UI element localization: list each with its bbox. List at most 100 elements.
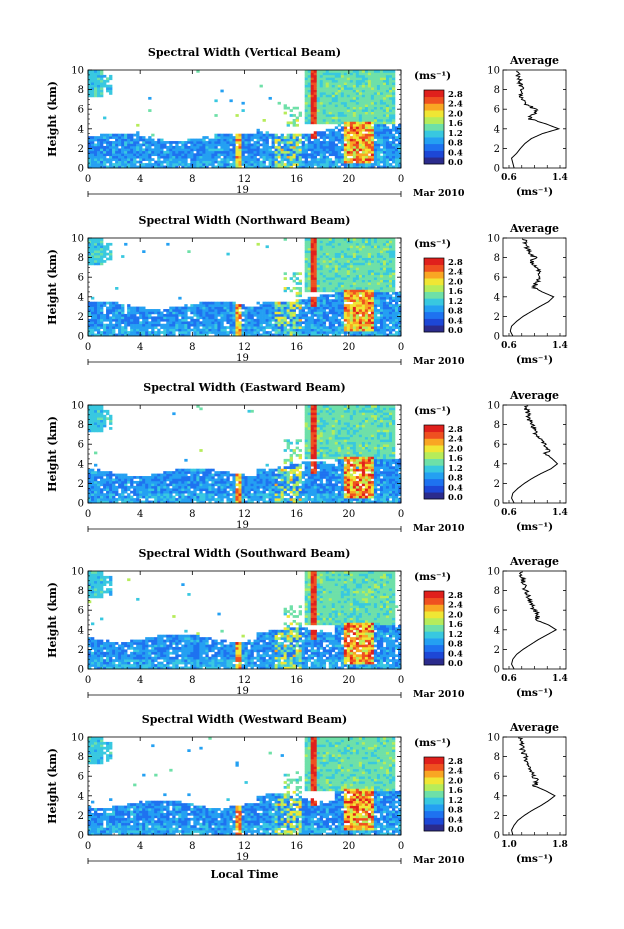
heatmap-cell bbox=[109, 255, 113, 258]
heatmap-cell bbox=[358, 277, 363, 280]
heatmap-cell bbox=[376, 148, 381, 152]
heatmap-cell bbox=[100, 333, 104, 337]
heatmap-cell bbox=[229, 323, 233, 327]
heatmap-cell bbox=[373, 131, 378, 134]
heatmap-cell bbox=[337, 296, 342, 300]
heatmap-cell bbox=[385, 163, 390, 166]
heatmap-cell bbox=[94, 165, 98, 169]
heatmap-cell bbox=[373, 160, 378, 164]
heatmap-cell bbox=[145, 316, 149, 320]
heatmap-cell bbox=[226, 158, 230, 161]
heatmap-cell bbox=[358, 264, 363, 268]
heatmap-cell bbox=[307, 116, 312, 120]
heatmap-cell bbox=[394, 131, 399, 134]
heatmap-cell bbox=[355, 260, 360, 263]
heatmap-cell bbox=[148, 165, 152, 169]
heatmap-cell bbox=[310, 82, 315, 85]
heatmap-cell bbox=[256, 128, 260, 132]
heatmap-cell bbox=[106, 417, 110, 420]
heatmap-cell bbox=[334, 284, 339, 288]
heatmap-cell bbox=[211, 153, 215, 157]
heatmap-cell bbox=[223, 316, 227, 320]
heatmap-cell bbox=[172, 165, 176, 169]
heatmap-cell bbox=[115, 498, 119, 501]
heatmap-cell bbox=[385, 274, 390, 278]
heatmap-cell bbox=[235, 321, 239, 325]
heatmap-cell bbox=[340, 116, 345, 120]
heatmap-cell bbox=[385, 87, 390, 90]
heatmap-cell bbox=[199, 313, 203, 317]
heatmap-cell bbox=[295, 291, 299, 295]
heatmap-cell bbox=[322, 255, 327, 258]
heatmap-cell bbox=[358, 84, 363, 88]
heatmap-cell bbox=[289, 165, 293, 169]
heatmap-cell bbox=[373, 240, 378, 244]
heatmap-cell bbox=[226, 309, 230, 312]
heatmap-cell bbox=[184, 323, 188, 327]
heatmap-cell bbox=[304, 150, 308, 154]
heatmap-cell bbox=[286, 331, 290, 334]
heatmap-cell bbox=[382, 101, 387, 105]
heatmap-cell bbox=[118, 483, 122, 487]
heatmap-cell bbox=[376, 245, 381, 249]
heatmap-cell bbox=[316, 311, 321, 315]
heatmap-cell bbox=[313, 87, 318, 90]
heatmap-cell bbox=[346, 274, 351, 278]
heatmap-cell bbox=[316, 131, 321, 134]
heatmap-cell bbox=[361, 138, 366, 142]
heatmap-cell bbox=[364, 260, 369, 263]
heatmap-cell bbox=[247, 306, 251, 310]
heatmap-cell bbox=[247, 138, 251, 142]
heatmap-cell bbox=[199, 333, 203, 337]
heatmap-cell bbox=[379, 255, 384, 258]
heatmap-cell bbox=[367, 89, 372, 93]
heatmap-cell bbox=[340, 269, 345, 273]
heatmap-cell bbox=[313, 279, 318, 283]
heatmap-cell bbox=[388, 74, 393, 78]
heatmap-cell bbox=[217, 150, 221, 154]
heatmap-cell bbox=[391, 133, 396, 137]
heatmap-cell bbox=[346, 143, 351, 147]
heatmap-cell bbox=[343, 255, 348, 258]
heatmap-cell bbox=[220, 141, 224, 144]
heatmap-cell bbox=[259, 316, 263, 320]
heatmap-cell bbox=[394, 299, 399, 302]
heatmap-cell bbox=[355, 242, 360, 246]
heatmap-cell bbox=[214, 145, 218, 149]
heatmap-cell bbox=[232, 331, 236, 334]
heatmap-cell bbox=[355, 82, 360, 85]
heatmap-cell bbox=[145, 488, 149, 492]
heatmap-cell bbox=[358, 155, 363, 159]
heatmap-cell bbox=[139, 321, 143, 325]
heatmap-cell bbox=[139, 138, 143, 142]
heatmap-cell bbox=[133, 313, 137, 317]
heatmap-cell bbox=[385, 72, 390, 76]
heatmap-cell bbox=[97, 485, 101, 489]
heatmap-cell bbox=[340, 128, 345, 132]
heatmap-cell bbox=[361, 123, 366, 127]
heatmap-cell bbox=[91, 77, 95, 81]
heatmap-cell bbox=[145, 328, 149, 332]
heatmap-cell bbox=[190, 304, 194, 307]
heatmap-cell bbox=[112, 153, 116, 157]
heatmap-cell bbox=[340, 94, 345, 98]
heatmap-cell bbox=[334, 255, 339, 258]
heatmap-cell bbox=[304, 145, 308, 149]
heatmap-cell bbox=[397, 321, 402, 325]
heatmap-cell bbox=[154, 316, 158, 320]
heatmap-cell bbox=[346, 150, 351, 154]
heatmap-cell bbox=[244, 158, 248, 161]
heatmap-cell bbox=[385, 279, 390, 283]
heatmap-cell bbox=[367, 294, 372, 298]
heatmap-cell bbox=[169, 309, 173, 312]
heatmap-cell bbox=[376, 328, 381, 332]
heatmap-cell bbox=[391, 306, 396, 310]
heatmap-cell bbox=[94, 488, 98, 492]
heatmap-cell bbox=[361, 77, 366, 81]
heatmap-cell bbox=[337, 245, 342, 249]
heatmap-cell bbox=[223, 133, 227, 137]
heatmap-cell bbox=[235, 316, 239, 320]
heatmap-cell bbox=[121, 500, 125, 504]
heatmap-cell bbox=[187, 326, 191, 329]
heatmap-cell bbox=[361, 267, 366, 271]
